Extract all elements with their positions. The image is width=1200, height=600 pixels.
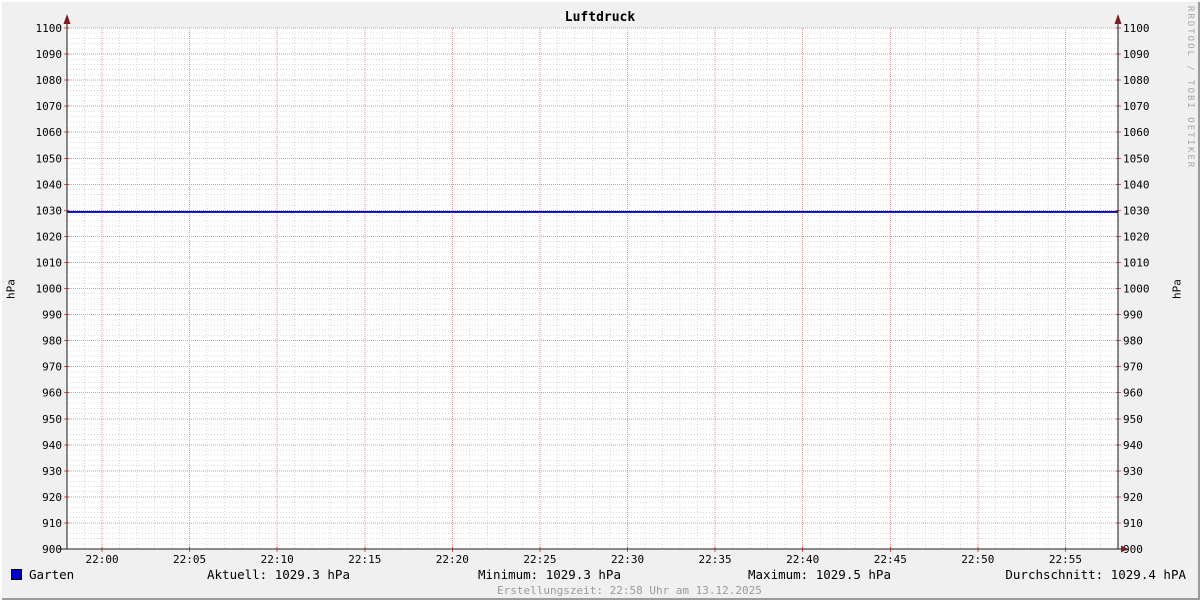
y-tick-label-right: 950 — [1123, 413, 1143, 426]
y-tick-label-left: 1090 — [36, 48, 63, 61]
y-axis-label-right: hPa — [1170, 279, 1184, 299]
x-tick-label: 22:10 — [261, 553, 294, 566]
y-tick-label-left: 990 — [42, 309, 62, 322]
rrdtool-watermark: RRDTOOL / TOBI OETIKER — [1185, 6, 1195, 170]
y-tick-label-right: 910 — [1123, 517, 1143, 530]
y-tick-label-right: 900 — [1123, 543, 1143, 556]
y-tick-label-right: 990 — [1123, 309, 1143, 322]
legend-color-swatch — [11, 569, 22, 580]
y-tick-label-right: 1010 — [1123, 256, 1150, 269]
y-tick-label-right: 1040 — [1123, 178, 1150, 191]
y-tick-label-right: 1060 — [1123, 126, 1150, 139]
x-tick-label: 22:55 — [1049, 553, 1082, 566]
y-tick-label-right: 1050 — [1123, 152, 1150, 165]
y-tick-label-right: 1080 — [1123, 74, 1150, 87]
y-tick-label-left: 900 — [42, 543, 62, 556]
y-axis-arrow-left — [63, 14, 71, 24]
y-axis-arrow-right — [1114, 14, 1122, 24]
y-tick-label-left: 980 — [42, 335, 62, 348]
y-tick-label-right: 1070 — [1123, 100, 1150, 113]
y-axis-label-left: hPa — [4, 279, 18, 299]
x-tick-label: 22:30 — [611, 553, 644, 566]
y-tick-label-right: 980 — [1123, 335, 1143, 348]
stat-minimum: Minimum: 1029.3 hPa — [478, 567, 621, 582]
stat-durchschnitt: Durchschnitt: 1029.4 hPA — [1005, 567, 1186, 582]
y-tick-label-left: 1010 — [36, 256, 63, 269]
x-tick-label: 22:20 — [436, 553, 469, 566]
x-tick-label: 22:45 — [874, 553, 907, 566]
y-tick-label-right: 1090 — [1123, 48, 1150, 61]
y-tick-label-right: 970 — [1123, 361, 1143, 374]
y-tick-label-left: 1070 — [36, 100, 63, 113]
y-tick-label-left: 930 — [42, 465, 62, 478]
x-tick-label: 22:40 — [786, 553, 819, 566]
y-tick-label-left: 970 — [42, 361, 62, 374]
y-tick-label-left: 960 — [42, 387, 62, 400]
stat-maximum: Maximum: 1029.5 hPa — [748, 567, 891, 582]
y-tick-label-left: 1030 — [36, 204, 63, 217]
y-tick-label-left: 1050 — [36, 152, 63, 165]
x-tick-label: 22:05 — [173, 553, 206, 566]
y-tick-label-left: 950 — [42, 413, 62, 426]
chart-title: Luftdruck — [564, 10, 636, 25]
y-tick-label-right: 1100 — [1123, 22, 1150, 35]
y-tick-label-left: 1040 — [36, 178, 63, 191]
creation-time: Erstellungszeit: 22:58 Uhr am 13.12.2025 — [497, 584, 762, 597]
x-tick-label: 22:00 — [85, 553, 118, 566]
x-tick-label: 22:25 — [523, 553, 556, 566]
y-tick-label-left: 1020 — [36, 230, 63, 243]
y-tick-label-right: 920 — [1123, 491, 1143, 504]
y-tick-label-right: 960 — [1123, 387, 1143, 400]
x-tick-label: 22:15 — [348, 553, 381, 566]
y-tick-label-right: 930 — [1123, 465, 1143, 478]
y-tick-label-right: 1020 — [1123, 230, 1150, 243]
x-tick-label: 22:50 — [961, 553, 994, 566]
y-tick-label-right: 1000 — [1123, 283, 1150, 296]
x-axis-arrow — [1121, 545, 1128, 553]
y-tick-label-left: 1100 — [36, 22, 63, 35]
y-tick-label-left: 920 — [42, 491, 62, 504]
y-tick-label-left: 940 — [42, 439, 62, 452]
y-tick-label-right: 1030 — [1123, 204, 1150, 217]
y-tick-label-right: 940 — [1123, 439, 1143, 452]
legend-stats-row: Garten Aktuell: 1029.3 hPa Minimum: 1029… — [0, 567, 1200, 582]
y-tick-label-left: 910 — [42, 517, 62, 530]
y-tick-label-left: 1060 — [36, 126, 63, 139]
plot-background — [67, 28, 1118, 549]
x-tick-label: 22:35 — [699, 553, 732, 566]
y-tick-label-left: 1080 — [36, 74, 63, 87]
legend-label: Garten — [29, 567, 75, 582]
stat-aktuell: Aktuell: 1029.3 hPa — [207, 567, 350, 582]
y-tick-label-left: 1000 — [36, 283, 63, 296]
